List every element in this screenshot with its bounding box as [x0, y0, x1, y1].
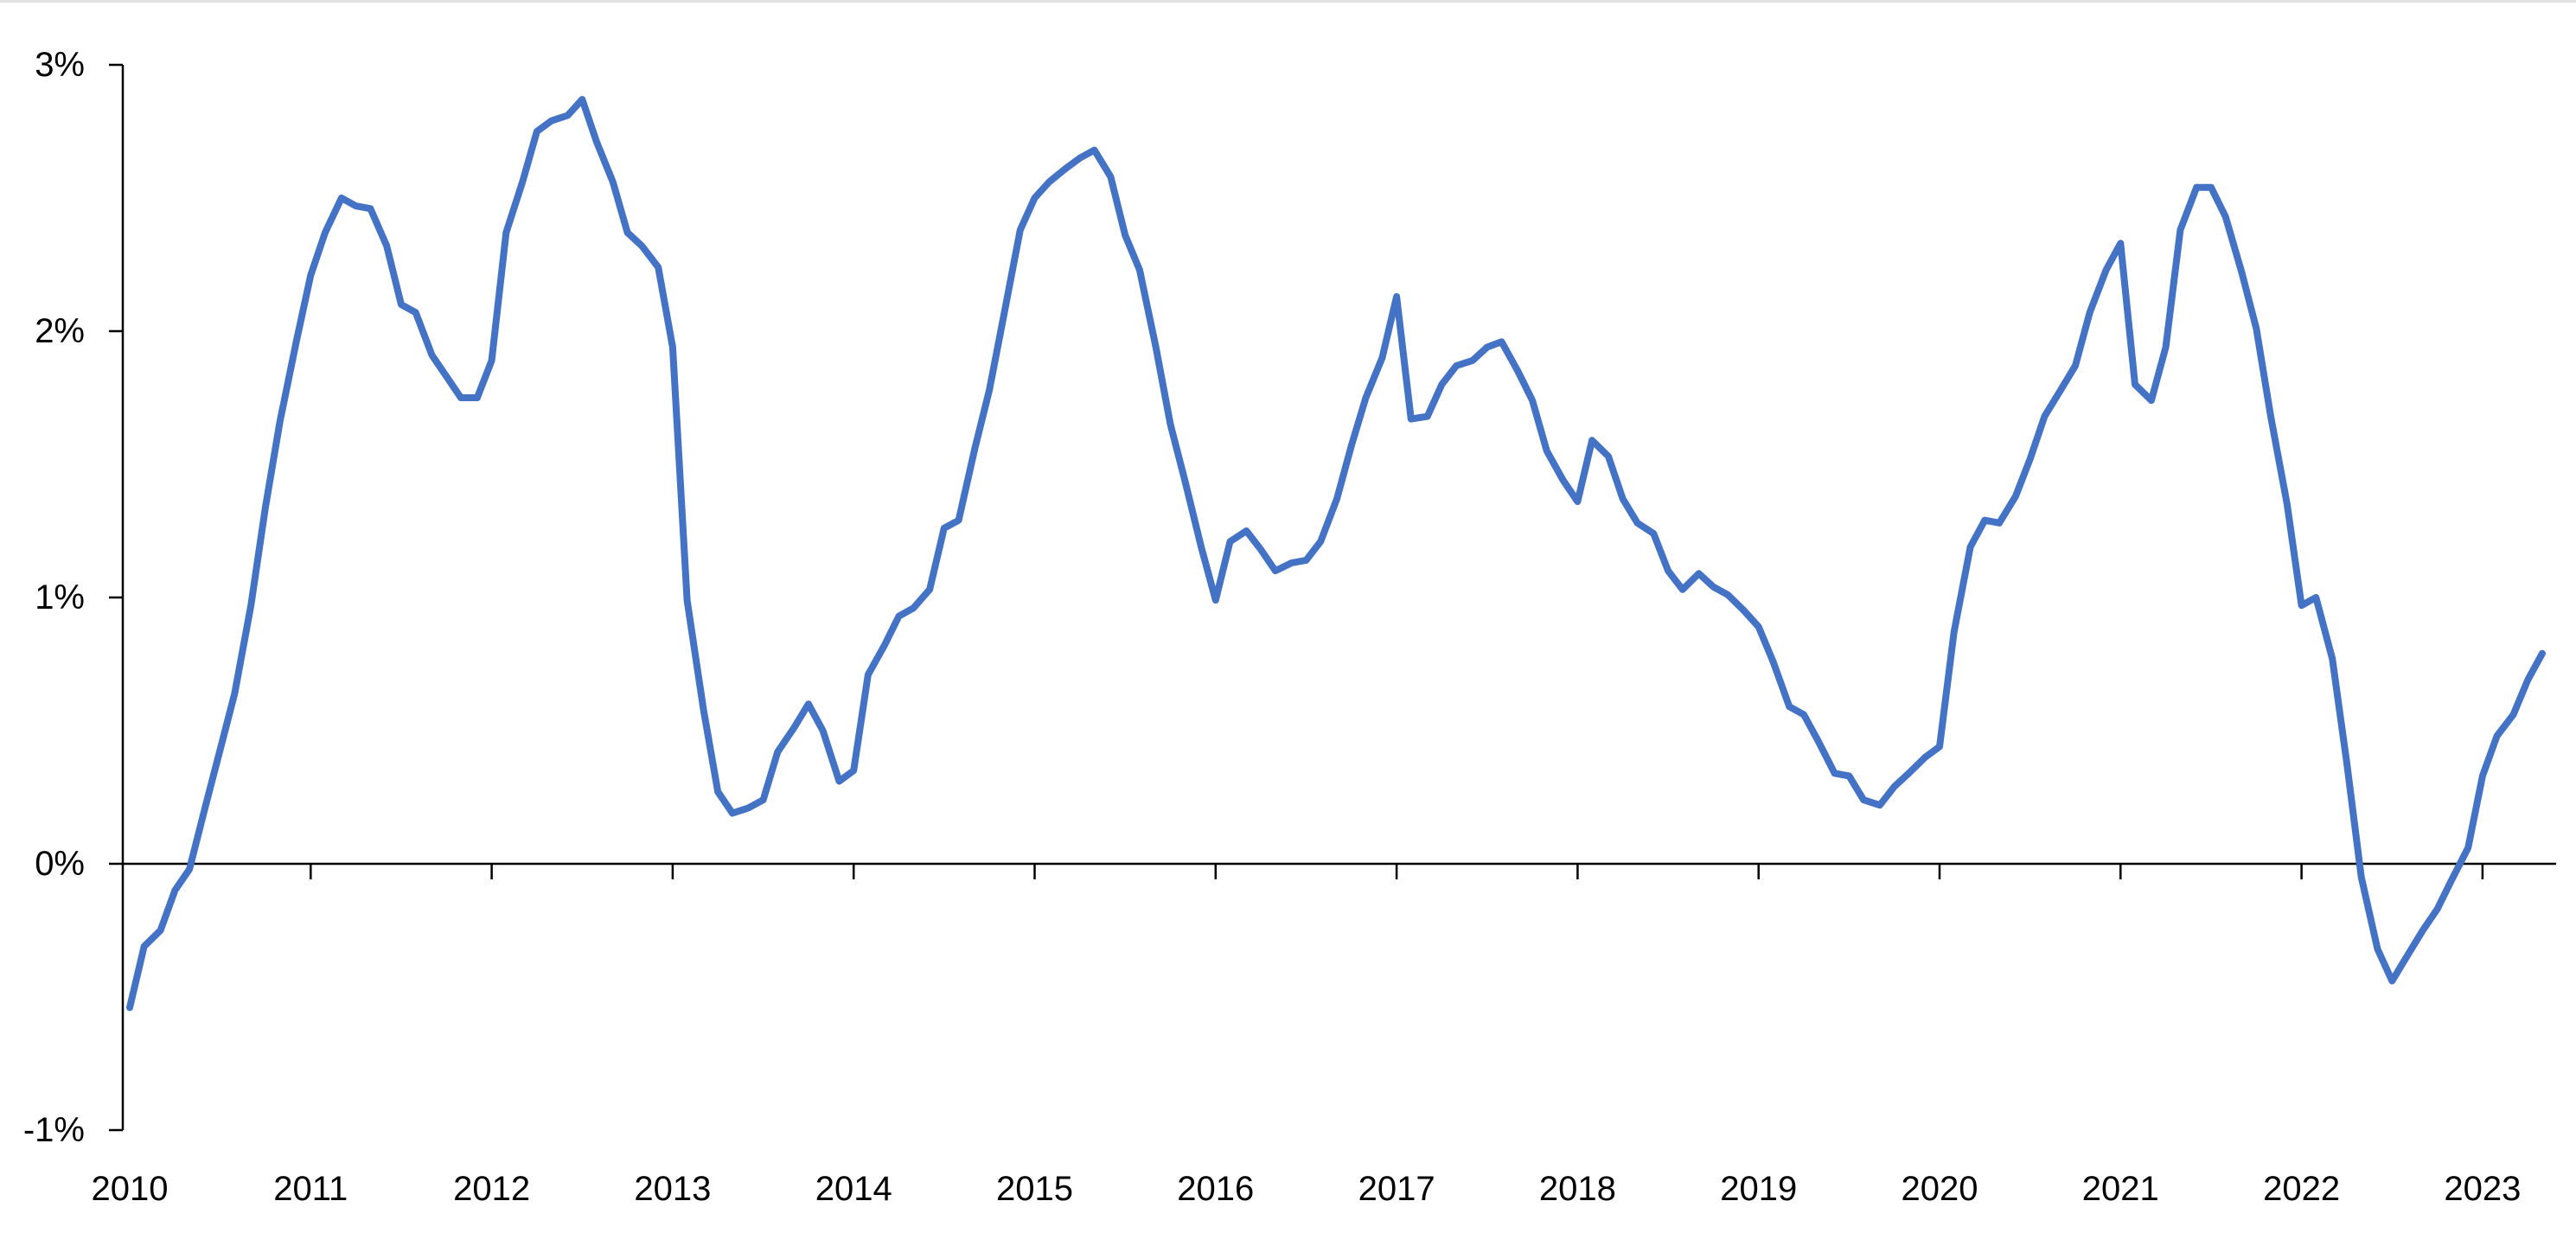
x-tick-label: 2017	[1358, 1170, 1435, 1208]
top-border	[0, 0, 2576, 3]
chart-axes	[109, 63, 2556, 1132]
x-tick-label: 2010	[92, 1170, 169, 1208]
x-tick-label: 2015	[996, 1170, 1073, 1208]
x-tick-label: 2012	[453, 1170, 530, 1208]
chart-tick-labels: 3% 2% 1% 0% -1%2010 2011 2012 2013 2014 2015 2016 2…	[23, 46, 2522, 1208]
x-tick-label: 2016	[1177, 1170, 1254, 1208]
x-tick-label: 2023	[2444, 1170, 2521, 1208]
x-tick-label: 2019	[1720, 1170, 1797, 1208]
y-tick-label: 1%	[35, 578, 85, 616]
series-line-0	[126, 96, 2546, 1012]
x-tick-label: 2013	[634, 1170, 711, 1208]
x-tick-label: 2022	[2263, 1170, 2340, 1208]
x-tick-label: 2011	[273, 1170, 348, 1208]
x-tick-label: 2018	[1539, 1170, 1616, 1208]
y-tick-label: 2%	[35, 312, 85, 350]
y-tick-label: 3%	[35, 46, 85, 84]
chart-plot-area	[126, 96, 2546, 1012]
x-tick-label: 2014	[815, 1170, 892, 1208]
y-tick-label: 0%	[35, 845, 85, 883]
y-tick-label: -1%	[23, 1111, 85, 1149]
x-tick-label: 2020	[1902, 1170, 1978, 1208]
x-tick-label: 2021	[2082, 1170, 2159, 1208]
